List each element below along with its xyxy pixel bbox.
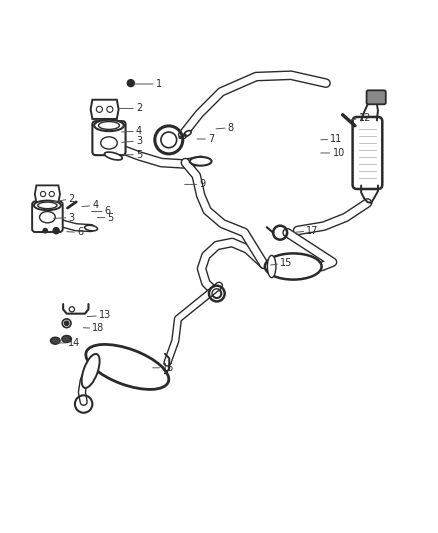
- Ellipse shape: [50, 337, 60, 344]
- Text: 16: 16: [153, 363, 174, 373]
- Text: 10: 10: [321, 148, 345, 158]
- Text: 2: 2: [53, 194, 74, 204]
- Ellipse shape: [85, 225, 98, 231]
- Ellipse shape: [190, 157, 212, 166]
- FancyBboxPatch shape: [92, 121, 126, 155]
- Text: 1: 1: [135, 79, 162, 89]
- Ellipse shape: [38, 202, 57, 208]
- Text: 6: 6: [67, 228, 83, 237]
- Text: 5: 5: [124, 150, 142, 160]
- Ellipse shape: [104, 152, 122, 160]
- Text: 5: 5: [97, 213, 114, 223]
- Circle shape: [40, 191, 46, 197]
- Circle shape: [64, 321, 69, 326]
- Ellipse shape: [81, 354, 99, 388]
- Ellipse shape: [265, 253, 321, 280]
- Ellipse shape: [94, 120, 124, 131]
- Circle shape: [53, 228, 59, 234]
- Ellipse shape: [39, 212, 55, 223]
- Circle shape: [43, 229, 47, 233]
- FancyBboxPatch shape: [32, 201, 63, 232]
- Text: 9: 9: [184, 180, 205, 189]
- Ellipse shape: [62, 335, 71, 343]
- Polygon shape: [91, 100, 119, 119]
- Circle shape: [62, 319, 71, 328]
- Text: 11: 11: [321, 134, 343, 144]
- Ellipse shape: [267, 255, 276, 278]
- Text: 12: 12: [351, 113, 371, 123]
- Ellipse shape: [34, 200, 61, 210]
- Text: 4: 4: [82, 200, 99, 211]
- Text: 8: 8: [216, 123, 234, 133]
- Text: 3: 3: [53, 213, 74, 223]
- Circle shape: [49, 191, 54, 197]
- FancyBboxPatch shape: [353, 117, 382, 189]
- Text: 7: 7: [197, 134, 214, 144]
- Ellipse shape: [86, 344, 169, 390]
- Ellipse shape: [99, 122, 120, 130]
- Ellipse shape: [101, 137, 117, 149]
- Text: 4: 4: [122, 126, 142, 136]
- Text: 2: 2: [119, 103, 142, 114]
- Text: 3: 3: [122, 136, 142, 146]
- Circle shape: [127, 79, 134, 87]
- Ellipse shape: [184, 131, 191, 136]
- Polygon shape: [35, 185, 60, 203]
- Text: 14: 14: [58, 338, 81, 348]
- Circle shape: [107, 106, 113, 112]
- FancyBboxPatch shape: [367, 90, 386, 104]
- Circle shape: [96, 106, 102, 112]
- Circle shape: [69, 306, 74, 312]
- Text: 6: 6: [92, 206, 111, 216]
- Text: 17: 17: [295, 225, 319, 236]
- Text: 15: 15: [271, 258, 293, 268]
- Text: 13: 13: [87, 310, 111, 320]
- Text: 18: 18: [83, 324, 105, 334]
